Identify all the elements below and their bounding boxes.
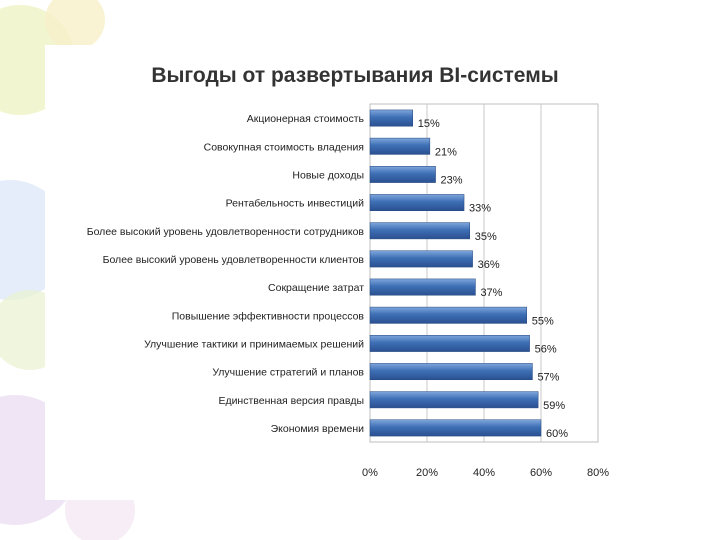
bar (369, 363, 533, 381)
category-label: Более высокий уровень удовлетворенности … (87, 226, 365, 238)
data-label: 33% (469, 203, 491, 215)
category-label: Сокращение затрат (268, 282, 364, 294)
data-label: 37% (480, 287, 502, 299)
category-label: Акционерная стоимость (247, 113, 365, 125)
x-tick-label: 60% (530, 467, 552, 479)
data-label: 36% (478, 259, 500, 271)
category-label: Улучшение стратегий и планов (212, 367, 364, 379)
category-label: Повышение эффективности процессов (172, 310, 365, 322)
bar (369, 137, 431, 155)
x-tick-label: 80% (587, 467, 609, 479)
bar (369, 334, 530, 352)
category-label: Экономия времени (271, 423, 365, 435)
bar (369, 306, 527, 324)
bar (369, 165, 436, 183)
data-label: 56% (535, 343, 557, 355)
category-label: Рентабельность инвестиций (226, 198, 365, 210)
data-label: 57% (537, 372, 559, 384)
bars (369, 109, 542, 437)
data-label: 15% (418, 118, 440, 130)
x-tick-label: 40% (473, 467, 495, 479)
x-tick-label: 0% (362, 467, 378, 479)
gridlines (426, 104, 542, 442)
data-label: 23% (441, 174, 463, 186)
category-label: Единственная версия правды (218, 395, 364, 407)
category-label: Новые доходы (292, 169, 364, 181)
bar (369, 222, 470, 240)
category-label: Улучшение тактики и принимаемых решений (144, 338, 364, 350)
x-axis-ticks: 0% 20% 40% 60% 80% (362, 467, 609, 479)
bar (369, 278, 476, 296)
x-tick-label: 20% (416, 467, 438, 479)
data-label: 21% (435, 146, 457, 158)
bar (369, 391, 539, 409)
data-label: 60% (546, 428, 568, 440)
bar (369, 419, 542, 437)
data-label: 55% (532, 315, 554, 327)
chart-title: Выгоды от развертывания BI-системы (151, 64, 558, 87)
data-labels: 15% 21% 23% 33% 35% 36% 37% 55% 56% 57% 59% 60% (418, 118, 568, 440)
category-labels: Акционерная стоимость Совокупная стоимост… (87, 113, 365, 435)
data-label: 59% (543, 400, 565, 412)
bar (369, 250, 473, 268)
bar (369, 194, 465, 212)
category-label: Совокупная стоимость владения (204, 141, 364, 153)
data-label: 35% (475, 231, 497, 243)
category-label: Более высокий уровень удовлетворенности … (103, 254, 365, 266)
bar (369, 109, 413, 127)
